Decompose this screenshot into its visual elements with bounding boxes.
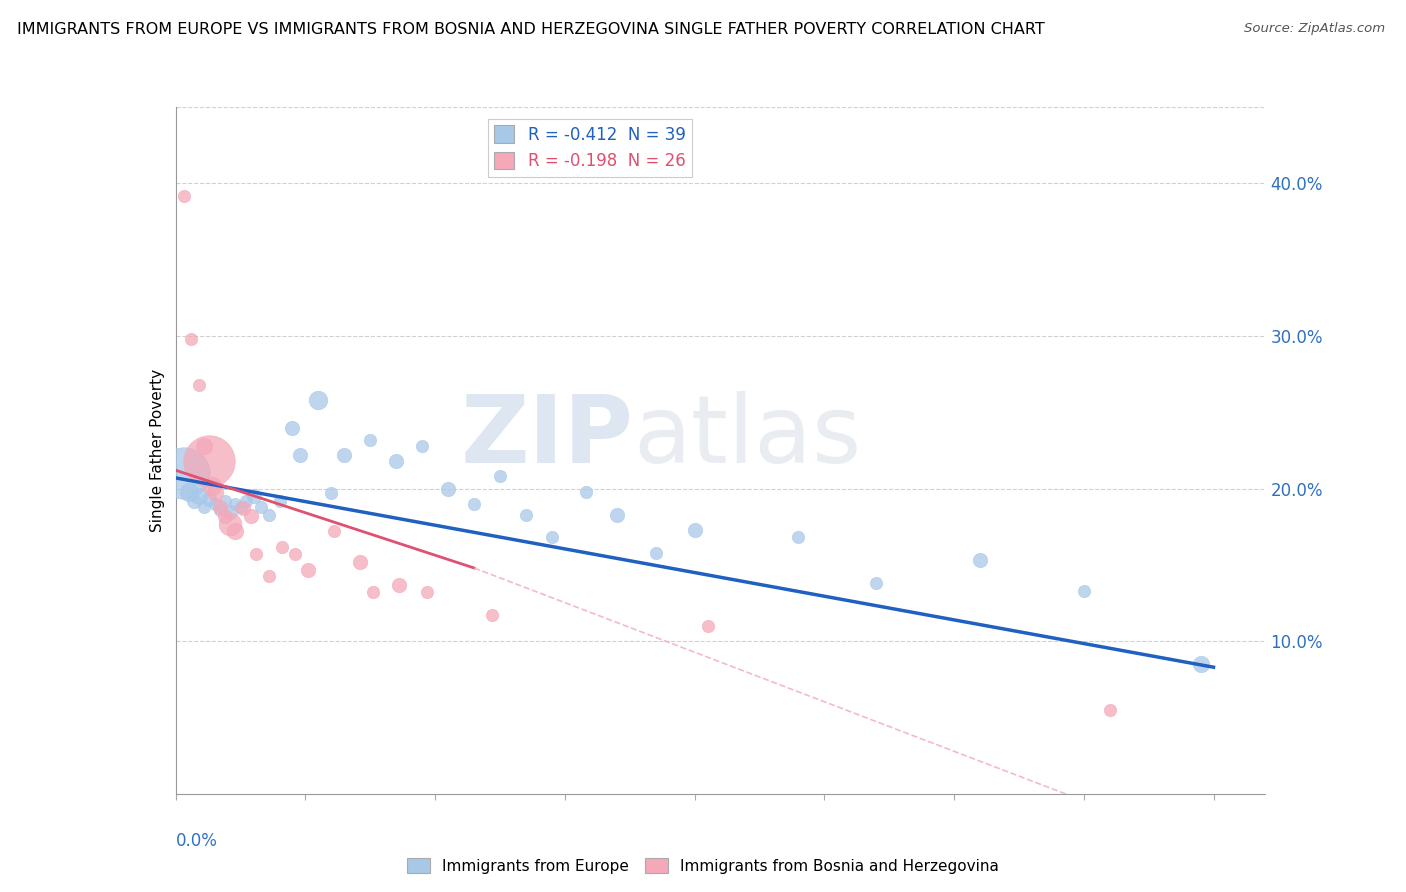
Point xyxy=(385,454,408,468)
Point xyxy=(515,508,537,522)
Point xyxy=(257,568,280,582)
Point xyxy=(232,501,254,516)
Point xyxy=(411,439,433,453)
Text: IMMIGRANTS FROM EUROPE VS IMMIGRANTS FROM BOSNIA AND HERZEGOVINA SINGLE FATHER P: IMMIGRANTS FROM EUROPE VS IMMIGRANTS FRO… xyxy=(17,22,1045,37)
Point xyxy=(644,546,666,560)
Point xyxy=(198,454,221,468)
Point xyxy=(173,188,195,202)
Text: 0.0%: 0.0% xyxy=(176,831,218,850)
Point xyxy=(235,493,257,508)
Point xyxy=(219,516,242,531)
Point xyxy=(193,439,215,453)
Point xyxy=(416,585,439,599)
Point xyxy=(281,420,304,434)
Point xyxy=(683,523,706,537)
Point xyxy=(1098,703,1121,717)
Point xyxy=(201,478,224,492)
Point xyxy=(271,540,294,554)
Point xyxy=(177,484,200,499)
Point xyxy=(575,484,598,499)
Point xyxy=(489,469,512,483)
Point xyxy=(214,509,236,524)
Point xyxy=(437,482,460,496)
Point xyxy=(290,448,312,462)
Legend: R = -0.412  N = 39, R = -0.198  N = 26: R = -0.412 N = 39, R = -0.198 N = 26 xyxy=(488,119,692,177)
Point xyxy=(193,500,215,514)
Point xyxy=(214,493,236,508)
Text: atlas: atlas xyxy=(633,391,862,483)
Point xyxy=(463,497,485,511)
Point xyxy=(969,553,991,567)
Point xyxy=(240,509,263,524)
Point xyxy=(865,576,887,591)
Point xyxy=(1073,583,1095,598)
Point xyxy=(787,531,810,545)
Point xyxy=(481,608,503,623)
Point xyxy=(349,555,371,569)
Point xyxy=(208,503,231,517)
Point xyxy=(173,467,195,481)
Point xyxy=(224,497,246,511)
Point xyxy=(1189,657,1212,672)
Point xyxy=(242,489,264,503)
Point xyxy=(388,578,411,592)
Point xyxy=(224,524,246,539)
Point xyxy=(307,393,329,408)
Point xyxy=(183,493,205,508)
Point xyxy=(180,332,202,346)
Point xyxy=(696,619,718,633)
Point xyxy=(359,433,381,447)
Point xyxy=(245,547,267,561)
Point xyxy=(297,562,319,576)
Point xyxy=(229,500,252,514)
Point xyxy=(204,497,226,511)
Point xyxy=(361,585,384,599)
Point xyxy=(323,524,346,539)
Point xyxy=(188,489,211,503)
Y-axis label: Single Father Poverty: Single Father Poverty xyxy=(149,369,165,532)
Text: ZIP: ZIP xyxy=(461,391,633,483)
Point xyxy=(606,508,628,522)
Point xyxy=(198,492,221,507)
Point xyxy=(250,500,273,514)
Point xyxy=(333,448,356,462)
Point xyxy=(269,493,291,508)
Point xyxy=(188,377,211,392)
Point xyxy=(208,500,231,514)
Point xyxy=(541,531,564,545)
Point xyxy=(204,484,226,499)
Point xyxy=(284,547,307,561)
Text: Source: ZipAtlas.com: Source: ZipAtlas.com xyxy=(1244,22,1385,36)
Legend: Immigrants from Europe, Immigrants from Bosnia and Herzegovina: Immigrants from Europe, Immigrants from … xyxy=(401,852,1005,880)
Point xyxy=(321,486,343,500)
Point xyxy=(257,508,280,522)
Point xyxy=(219,504,242,518)
